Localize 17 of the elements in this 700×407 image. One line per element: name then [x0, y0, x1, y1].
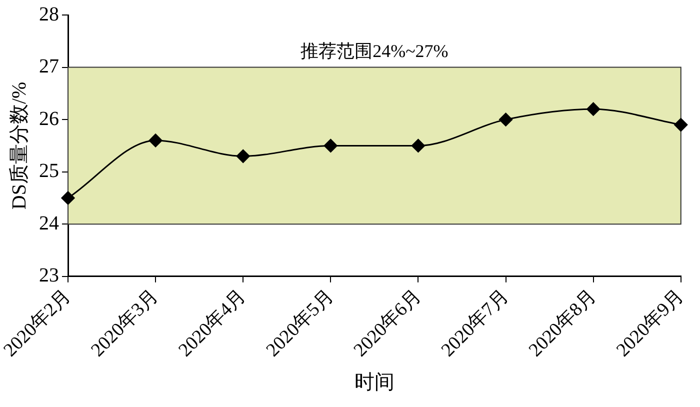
- point: [411, 138, 425, 152]
- point: [236, 149, 250, 163]
- band-label: 推荐范围24%~27%: [300, 41, 448, 62]
- y-tick-label: 25: [39, 160, 59, 182]
- y-axis-title: DS质量分数/%: [8, 82, 30, 210]
- y-tick-label: 28: [39, 3, 59, 26]
- point: [586, 102, 600, 116]
- point: [499, 112, 513, 126]
- y-tick-label: 27: [39, 56, 59, 78]
- point: [61, 191, 75, 205]
- point: [324, 138, 338, 152]
- x-axis-title: 时间: [354, 371, 394, 394]
- y-tick-label: 24: [39, 212, 59, 234]
- y-tick-label: 23: [39, 264, 59, 287]
- y-tick-label: 26: [39, 108, 59, 130]
- point: [674, 118, 688, 132]
- point: [148, 134, 162, 148]
